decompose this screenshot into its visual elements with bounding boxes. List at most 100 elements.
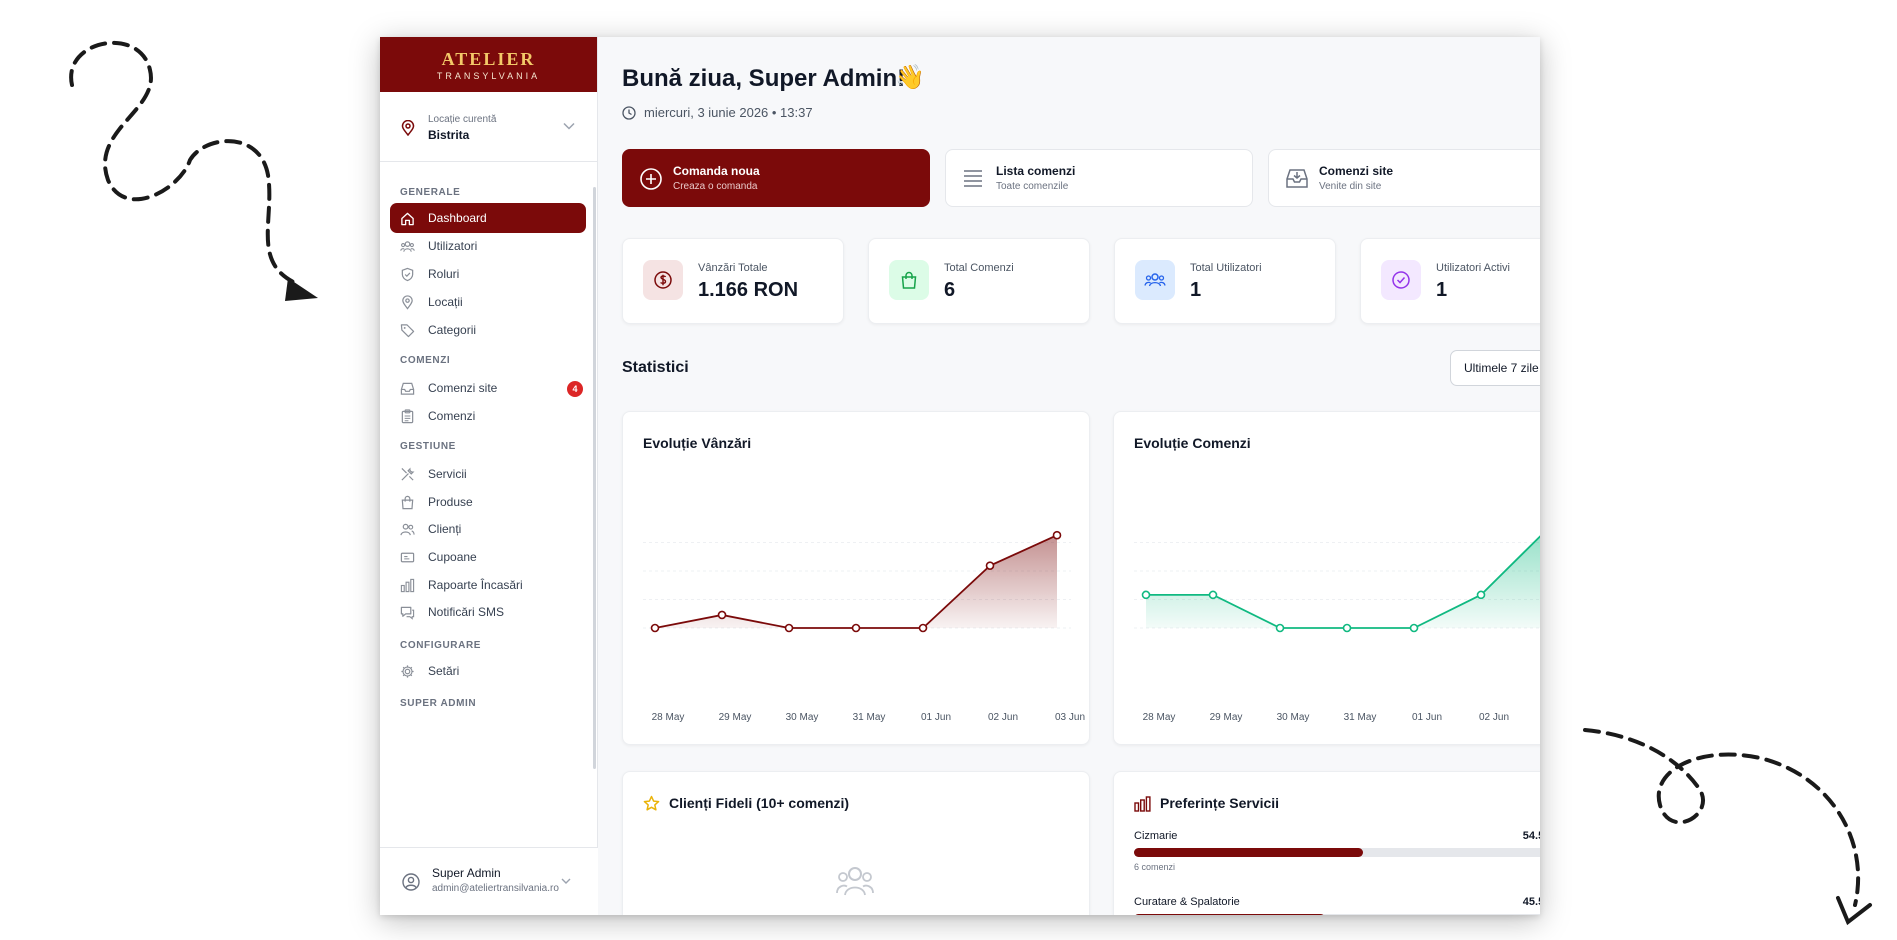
plus-circle-icon [640, 168, 662, 190]
nav-section-comenzi: COMENZI [400, 355, 451, 366]
sidebar-scrollbar[interactable] [593, 187, 596, 769]
datetime-text: miercuri, 3 iunie 2026 • 13:37 [644, 105, 813, 120]
preference-percent: 54.5% [1522, 830, 1540, 842]
sidebar-item-setări[interactable]: Setări [390, 656, 586, 686]
map-pin-icon [402, 295, 413, 310]
data-point[interactable] [1342, 623, 1352, 633]
stat-icon-box [1381, 260, 1421, 300]
data-point[interactable] [918, 623, 928, 633]
sidebar-item-label: Dashboard [428, 211, 487, 225]
sidebar-item-rapoarte-încasări[interactable]: Rapoarte Încasări [390, 570, 586, 600]
chart-title: Evoluție Comenzi [1134, 435, 1251, 451]
sidebar-item-produse[interactable]: Produse [390, 487, 586, 517]
data-point[interactable] [1208, 590, 1218, 600]
data-point[interactable] [784, 623, 794, 633]
user-name: Super Admin [432, 866, 501, 880]
clipboard-icon [401, 409, 414, 424]
sidebar: ATELIER TRANSYLVANIA Locație curentă Bis… [380, 37, 598, 915]
chart-title: Evoluție Vânzări [643, 435, 752, 451]
sidebar-item-label: Locații [428, 295, 463, 309]
service-preferences-title: Preferințe Servicii [1160, 795, 1280, 811]
site-orders-title: Comenzi site [1319, 164, 1394, 178]
ticket-icon [400, 552, 415, 563]
data-point[interactable] [1052, 530, 1062, 540]
data-point[interactable] [1275, 623, 1285, 633]
loyal-clients-card: Clienți Fideli (10+ comenzi) [622, 771, 1090, 915]
bag-icon [401, 495, 414, 510]
new-order-button[interactable]: Comanda noua Creaza o comanda [622, 149, 930, 207]
stat-card-active-users: Utilizatori Activi 1 [1360, 238, 1540, 324]
stat-label: Vânzări Totale [698, 262, 768, 274]
data-point[interactable] [650, 623, 660, 633]
location-label: Locație curentă [428, 114, 497, 125]
stat-card-users: Total Utilizatori 1 [1114, 238, 1336, 324]
x-tick-label: 29 May [1210, 712, 1243, 723]
sidebar-item-locații[interactable]: Locații [390, 287, 586, 317]
user-email: admin@ateliertransilvania.ro [432, 883, 559, 894]
sidebar-item-label: Cupoane [428, 550, 477, 564]
stat-card-orders: Total Comenzi 6 [868, 238, 1090, 324]
order-list-title: Lista comenzi [996, 164, 1076, 178]
sidebar-item-notificări-sms[interactable]: Notificări SMS [390, 597, 586, 627]
sidebar-item-dashboard[interactable]: Dashboard [390, 203, 586, 233]
bar-chart-icon [1134, 796, 1151, 812]
x-tick-label: 03 Jun [1055, 712, 1085, 723]
message-icon [400, 606, 415, 620]
order-list-button[interactable]: Lista comenzi Toate comenzile [945, 149, 1253, 207]
map-pin-icon [401, 120, 415, 136]
clock-icon [622, 105, 636, 120]
sidebar-item-label: Produse [428, 495, 473, 509]
new-order-subtitle: Creaza o comanda [673, 181, 758, 192]
star-icon [643, 795, 660, 811]
shopping-bag-icon [901, 271, 917, 289]
home-icon [401, 212, 414, 226]
data-point[interactable] [851, 623, 861, 633]
sidebar-nav: GENERALE Dashboard Utilizatori Roluri Locați… [380, 162, 598, 847]
wave-emoji: 👋 [895, 64, 925, 91]
loyal-clients-title: Clienți Fideli (10+ comenzi) [669, 795, 850, 811]
preference-name: Cizmarie [1134, 830, 1178, 842]
data-point[interactable] [717, 610, 727, 620]
series-area [655, 535, 1057, 628]
sidebar-item-comenzi-site[interactable]: Comenzi site 4 [390, 373, 586, 403]
users-empty-icon [836, 867, 874, 896]
location-selector[interactable]: Locație curentă Bistrita [380, 92, 598, 162]
list-icon [964, 170, 982, 187]
sidebar-item-roluri[interactable]: Roluri [390, 259, 586, 289]
sidebar-item-utilizatori[interactable]: Utilizatori [390, 231, 586, 261]
x-tick-label: 28 May [1143, 712, 1176, 723]
users-icon [1144, 273, 1166, 287]
sidebar-item-cupoane[interactable]: Cupoane [390, 542, 586, 572]
sidebar-item-clienți[interactable]: Clienți [390, 514, 586, 544]
brand-logo[interactable]: ATELIER TRANSYLVANIA [380, 37, 597, 92]
sidebar-item-label: Categorii [428, 323, 477, 337]
sidebar-item-comenzi[interactable]: Comenzi [390, 401, 586, 431]
preference-row: Curatare & Spalatorie 45.5% [1134, 896, 1540, 915]
series-area [1146, 536, 1540, 628]
user-menu[interactable]: Super Admin admin@ateliertransilvania.ro [380, 847, 598, 915]
stat-label: Utilizatori Activi [1436, 262, 1510, 274]
sidebar-item-categorii[interactable]: Categorii [390, 315, 586, 345]
sidebar-item-servicii[interactable]: Servicii [390, 459, 586, 489]
sidebar-item-label: Rapoarte Încasări [428, 578, 523, 592]
x-tick-label: 31 May [1344, 712, 1377, 723]
date-range-select[interactable]: Ultimele 7 zile [1450, 350, 1540, 386]
inbox-icon [1286, 169, 1308, 188]
order-list-subtitle: Toate comenzile [996, 181, 1069, 192]
stat-value: 1 [1436, 279, 1448, 301]
main-content: Bună ziua, Super Admin! 👋 miercuri, 3 iu… [598, 37, 1540, 915]
data-point[interactable] [1409, 623, 1419, 633]
data-point[interactable] [1476, 590, 1486, 600]
x-tick-label: 02 Jun [988, 712, 1018, 723]
nav-section-gestiune: GESTIUNE [400, 441, 456, 452]
brand-name: ATELIER [441, 48, 536, 69]
brand-subtitle: TRANSYLVANIA [436, 70, 541, 81]
stat-icon-box [1135, 260, 1175, 300]
tag-icon [400, 324, 415, 338]
service-preferences-card: Preferințe Servicii Cizmarie 54.5% 6 comen… [1113, 771, 1540, 915]
data-point[interactable] [1141, 590, 1151, 600]
site-orders-button[interactable]: Comenzi site Venite din site [1268, 149, 1540, 207]
data-point[interactable] [985, 561, 995, 570]
nav-section-configurare: CONFIGURARE [400, 640, 482, 651]
